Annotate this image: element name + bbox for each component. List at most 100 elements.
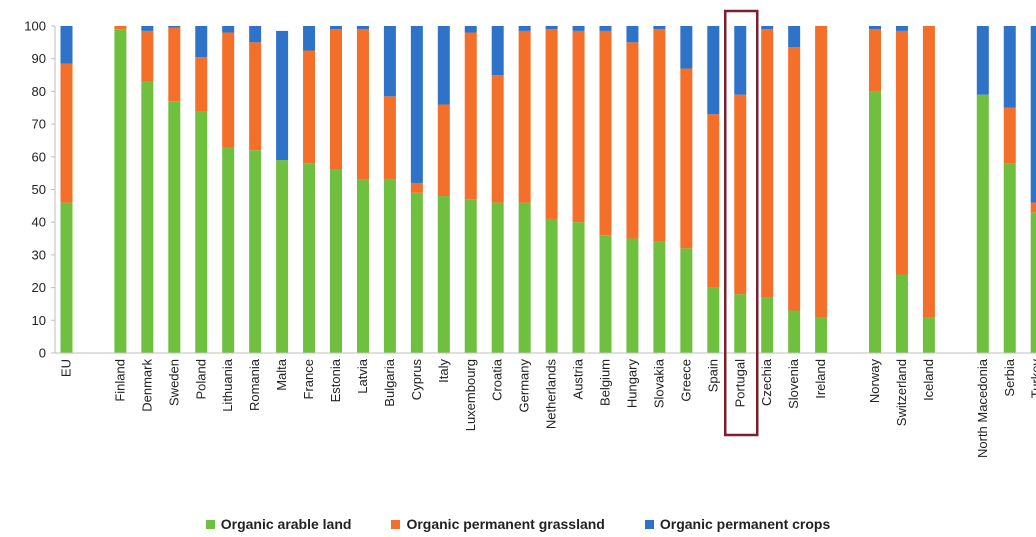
bar-segment-arable xyxy=(383,179,396,353)
bar-segment-arable xyxy=(626,238,639,353)
bar-segment-arable xyxy=(276,160,289,353)
bar-segment-crops xyxy=(303,26,316,51)
x-tick-label: North Macedonia xyxy=(975,358,990,458)
bar-segment-arable xyxy=(195,111,208,354)
x-tick-label: Poland xyxy=(193,359,208,399)
y-tick-label: 10 xyxy=(32,313,46,328)
x-tick-label: Denmark xyxy=(139,359,154,412)
bar-segment-grassland xyxy=(303,50,316,164)
y-tick-label: 0 xyxy=(39,346,46,361)
bar-segment-arable xyxy=(356,179,369,353)
bar-segment-grassland xyxy=(410,182,423,193)
x-axis: EU Finland Denmark Sweden Poland Lithuania Rom… xyxy=(55,352,1036,458)
bar-segment-grassland xyxy=(114,26,127,30)
highlight-rect xyxy=(724,9,759,437)
bar-segment-grassland xyxy=(195,57,208,112)
bar-segment-arable xyxy=(895,274,908,353)
bar-segment-crops xyxy=(249,26,262,43)
bar-segment-crops xyxy=(141,26,154,31)
bar-segment-grassland xyxy=(869,29,881,92)
bar-segment-arable xyxy=(114,29,127,354)
x-tick-label: Iceland xyxy=(921,359,936,401)
x-tick-label: Greece xyxy=(678,359,693,402)
bar-segment-crops xyxy=(761,26,774,30)
bar-segment-crops xyxy=(788,26,801,48)
x-tick-label: Latvia xyxy=(355,358,370,393)
bar-segment-grassland xyxy=(330,29,342,170)
bar-segment-crops xyxy=(168,26,181,28)
y-tick-label: 70 xyxy=(32,117,46,132)
x-tick-label: Slovakia xyxy=(651,358,666,408)
x-tick-label: Sweden xyxy=(166,359,181,406)
bar-segment-grassland xyxy=(1003,107,1016,164)
bar-segment-grassland xyxy=(626,42,639,239)
bar-segment-grassland xyxy=(707,114,720,288)
bar-segment-crops xyxy=(383,26,396,97)
bar-segment-grassland xyxy=(60,63,73,203)
x-tick-label: Netherlands xyxy=(544,359,559,430)
y-tick-label: 40 xyxy=(32,215,46,230)
legend-item-crops: Organic permanent crops xyxy=(644,516,830,532)
bar-segment-grassland xyxy=(491,75,504,203)
bar-segment-grassland xyxy=(788,47,801,311)
bar-segment-grassland xyxy=(168,27,181,102)
y-tick-label: 90 xyxy=(32,51,46,66)
x-tick-label: Estonia xyxy=(328,358,343,402)
bar-segment-grassland xyxy=(653,29,666,242)
bars xyxy=(60,26,1036,354)
bar-segment-crops xyxy=(626,26,639,43)
bar-segment-arable xyxy=(437,196,450,353)
y-axis: 0 10 20 30 40 50 60 70 80 90 100 xyxy=(24,19,56,361)
bar-segment-crops xyxy=(222,26,235,33)
bar-segment-grassland xyxy=(922,26,935,318)
bar-segment-grassland xyxy=(437,104,450,197)
bar-segment-grassland xyxy=(734,94,747,295)
x-tick-label: Finland xyxy=(112,359,127,402)
x-tick-label: Bulgaria xyxy=(382,358,397,406)
legend-swatch-arable xyxy=(205,519,215,529)
bar-segment-arable xyxy=(330,169,342,353)
bar-segment-crops xyxy=(545,26,558,30)
x-tick-label: Austria xyxy=(571,358,586,399)
bar-segment-arable xyxy=(869,91,881,354)
bar-segment-grassland xyxy=(815,26,828,318)
x-tick-label: Belgium xyxy=(598,359,613,406)
bar-segment-grassland xyxy=(599,30,612,236)
bar-segment-grassland xyxy=(680,68,693,249)
x-tick-label: Germany xyxy=(517,359,532,413)
bar-segment-crops xyxy=(60,26,73,64)
x-tick-label: Portugal xyxy=(732,359,747,408)
y-tick-label: 50 xyxy=(32,182,46,197)
bar-segment-crops xyxy=(330,26,342,30)
bar-segment-crops xyxy=(572,26,585,31)
y-tick-label: 100 xyxy=(24,19,46,34)
bar-segment-crops xyxy=(895,26,908,31)
bar-segment-crops xyxy=(734,26,747,95)
bar-segment-arable xyxy=(734,294,747,353)
bar-segment-arable xyxy=(141,81,154,353)
bar-segment-grassland xyxy=(249,42,262,151)
bar-segment-arable xyxy=(653,241,666,353)
bar-segment-grassland xyxy=(572,30,585,223)
x-tick-label: Turkey xyxy=(1029,359,1036,399)
bar-segment-grassland xyxy=(545,29,558,219)
bar-segment-crops xyxy=(1003,26,1016,108)
bar-segment-crops xyxy=(195,26,208,58)
bar-segment-arable xyxy=(680,248,693,353)
y-tick-label: 20 xyxy=(32,280,46,295)
bar-segment-grassland xyxy=(1030,202,1036,213)
bar-segment-grassland xyxy=(141,30,154,82)
bar-segment-arable xyxy=(788,310,801,353)
bar-segment-crops xyxy=(491,26,504,76)
x-tick-label: France xyxy=(301,359,316,399)
bar-segment-arable xyxy=(222,146,235,353)
legend-label-arable: Organic arable land xyxy=(220,516,352,532)
y-tick-label: 60 xyxy=(32,149,46,164)
legend-swatch-grassland xyxy=(391,519,401,529)
x-tick-label: Norway xyxy=(867,359,882,404)
x-tick-label: Lithuania xyxy=(220,358,235,412)
bar-segment-crops xyxy=(276,30,289,161)
legend-label-grassland: Organic permanent grassland xyxy=(406,516,605,532)
legend-item-grassland: Organic permanent grassland xyxy=(391,516,605,532)
bar-segment-arable xyxy=(707,287,720,353)
